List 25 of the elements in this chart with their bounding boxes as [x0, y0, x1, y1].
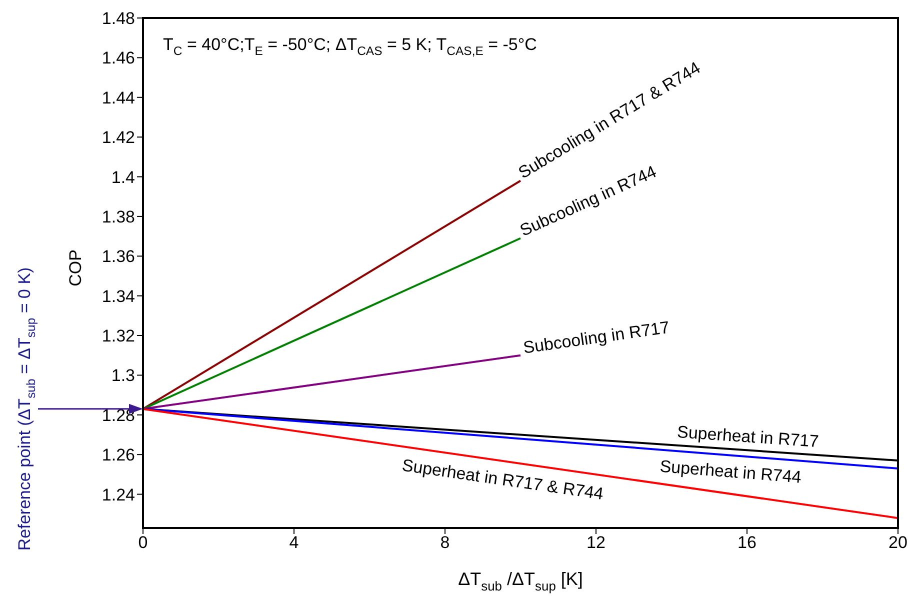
- text: T$_{C}$ = 40°C;T$_{E}$ = -50°C; ΔT$_{CAS}$ = 5 K; T$_{CAS,E}$ = -5°C: [163, 35, 537, 58]
- text: Subcooling in R717: [522, 318, 671, 358]
- x-tick-label: 20: [888, 533, 908, 552]
- y-tick-label: 1.26: [102, 446, 135, 465]
- y-tick-label: 1.44: [102, 88, 135, 108]
- y-tick-label: 1.24: [102, 485, 135, 504]
- x-tick-label: 8: [440, 533, 450, 552]
- y-tick-label: 1.3: [111, 366, 135, 386]
- y-tick-label: 1.4: [111, 168, 135, 187]
- x-tick-label: 4: [289, 533, 299, 552]
- y-tick-label: 1.46: [102, 48, 135, 68]
- x-tick-label: 16: [738, 533, 756, 552]
- text: Superheat in R717 & R744: [400, 456, 605, 504]
- x-tick-label: 0: [138, 533, 148, 552]
- series-label: Superheat in R717: [676, 422, 820, 452]
- series-label: Superheat in R744: [659, 456, 802, 487]
- x-tick-label: 12: [586, 533, 606, 552]
- y-tick-label: 1.34: [102, 286, 135, 306]
- y-tick-label: 1.38: [102, 207, 135, 226]
- y-tick-label: 1.42: [102, 128, 135, 148]
- y-axis-title: COP: [66, 250, 85, 286]
- y-tick-label: 1.32: [102, 326, 135, 346]
- x-axis-title: ΔT$_{sub}$ /ΔT$_{sup}$ [K]: [458, 569, 583, 594]
- y-tick-label: 1.48: [102, 9, 135, 28]
- y-tick-label: 1.36: [102, 247, 135, 266]
